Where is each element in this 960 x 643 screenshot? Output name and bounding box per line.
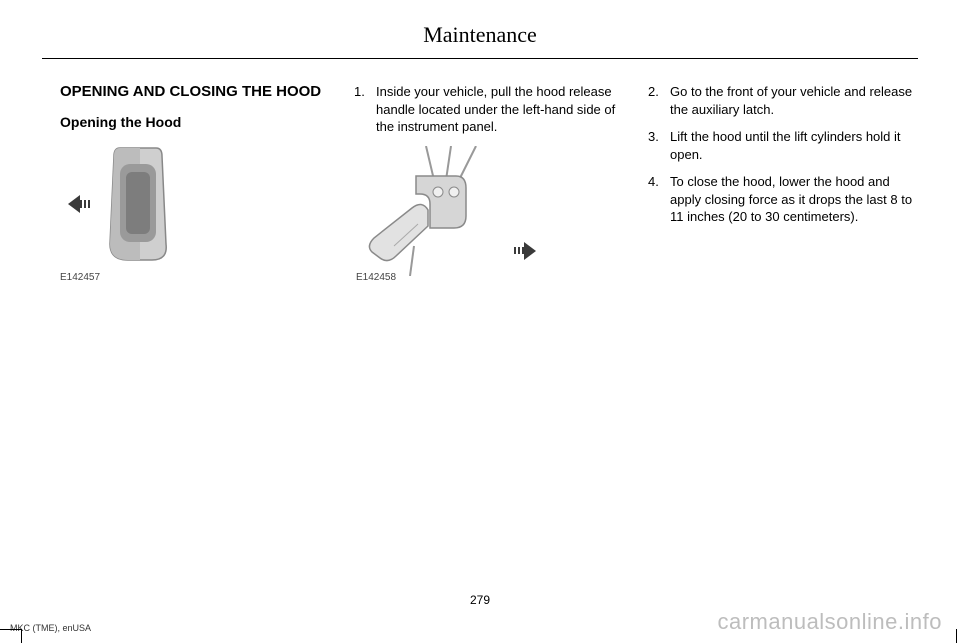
figure-2-caption: E142458: [356, 272, 396, 283]
crop-mark-right: [956, 629, 960, 643]
step-text: Go to the front of your vehicle and rele…: [670, 83, 918, 118]
content-columns: OPENING AND CLOSING THE HOOD Opening the…: [0, 59, 960, 283]
arrow-right-icon: [514, 241, 540, 261]
step-number: 2.: [648, 83, 670, 118]
step-1: 1. Inside your vehicle, pull the hood re…: [354, 83, 624, 136]
column-2: 1. Inside your vehicle, pull the hood re…: [354, 83, 624, 283]
crop-mark-left: [0, 629, 22, 643]
arrow-left-icon: [68, 193, 94, 215]
step-2: 2. Go to the front of your vehicle and r…: [648, 83, 918, 118]
figure-2: E142458: [356, 146, 624, 283]
step-number: 1.: [354, 83, 376, 136]
step-number: 3.: [648, 128, 670, 163]
step-text: Lift the hood until the lift cylinders h…: [670, 128, 918, 163]
step-3: 3. Lift the hood until the lift cylinder…: [648, 128, 918, 163]
footer-left: MKC (TME), enUSA: [10, 623, 91, 633]
step-text: Inside your vehicle, pull the hood relea…: [376, 83, 624, 136]
auxiliary-latch-icon: [356, 146, 506, 276]
page-title: Maintenance: [0, 0, 960, 58]
sub-heading: Opening the Hood: [60, 114, 330, 130]
step-number: 4.: [648, 173, 670, 226]
column-1: OPENING AND CLOSING THE HOOD Opening the…: [60, 83, 330, 283]
figure-1-caption: E142457: [60, 272, 330, 283]
hood-release-handle-icon: [100, 144, 178, 264]
watermark: carmanualsonline.info: [717, 609, 942, 635]
steps-list-col3: 2. Go to the front of your vehicle and r…: [648, 83, 918, 226]
column-3: 2. Go to the front of your vehicle and r…: [648, 83, 918, 283]
step-4: 4. To close the hood, lower the hood and…: [648, 173, 918, 226]
figure-1: [68, 144, 330, 264]
steps-list-col2: 1. Inside your vehicle, pull the hood re…: [354, 83, 624, 136]
page-number: 279: [0, 593, 960, 607]
step-text: To close the hood, lower the hood and ap…: [670, 173, 918, 226]
section-heading: OPENING AND CLOSING THE HOOD: [60, 83, 330, 102]
